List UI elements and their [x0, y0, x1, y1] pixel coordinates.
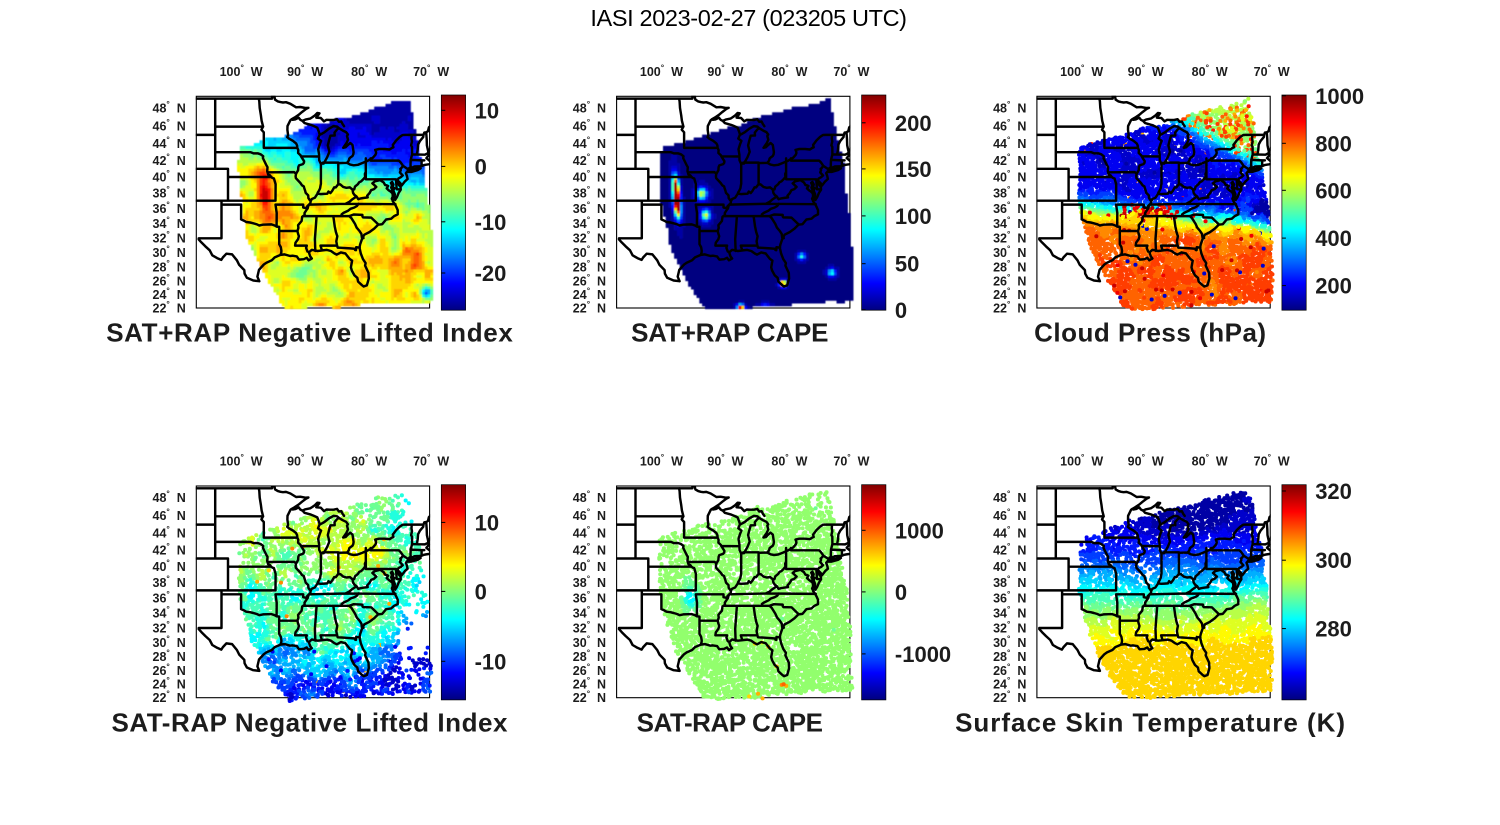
- svg-text:Surface Skin Temperature (K): Surface Skin Temperature (K): [955, 707, 1345, 737]
- svg-text:280: 280: [1315, 617, 1352, 642]
- svg-text:IASI 2023-02-27 (023205 UTC): IASI 2023-02-27 (023205 UTC): [590, 5, 907, 31]
- svg-text:300: 300: [1315, 548, 1352, 573]
- svg-text:0: 0: [475, 154, 487, 179]
- svg-text:400: 400: [1315, 226, 1352, 251]
- svg-text:0: 0: [895, 298, 907, 323]
- svg-text:100: 100: [895, 204, 932, 229]
- svg-text:-1000: -1000: [895, 642, 951, 667]
- svg-text:200: 200: [1315, 274, 1352, 299]
- svg-text:50: 50: [895, 252, 919, 277]
- svg-text:0: 0: [895, 580, 907, 605]
- svg-text:1000: 1000: [1315, 84, 1364, 109]
- svg-text:SAT-RAP CAPE: SAT-RAP CAPE: [637, 707, 823, 737]
- svg-text:-20: -20: [475, 261, 507, 286]
- svg-text:0: 0: [475, 579, 487, 604]
- svg-text:800: 800: [1315, 131, 1352, 156]
- svg-text:-10: -10: [475, 210, 507, 235]
- svg-text:150: 150: [895, 157, 932, 182]
- svg-text:10: 10: [475, 98, 499, 123]
- svg-text:600: 600: [1315, 178, 1352, 203]
- svg-text:-10: -10: [475, 649, 507, 674]
- svg-text:SAT+RAP CAPE: SAT+RAP CAPE: [631, 317, 828, 347]
- svg-text:SAT+RAP Negative Lifted Index: SAT+RAP Negative Lifted Index: [106, 317, 513, 347]
- svg-text:200: 200: [895, 111, 932, 136]
- svg-text:10: 10: [475, 510, 499, 535]
- svg-text:1000: 1000: [895, 518, 944, 543]
- svg-text:320: 320: [1315, 479, 1352, 504]
- svg-text:Cloud Press (hPa): Cloud Press (hPa): [1034, 317, 1266, 347]
- svg-text:SAT-RAP Negative Lifted Index: SAT-RAP Negative Lifted Index: [112, 707, 509, 737]
